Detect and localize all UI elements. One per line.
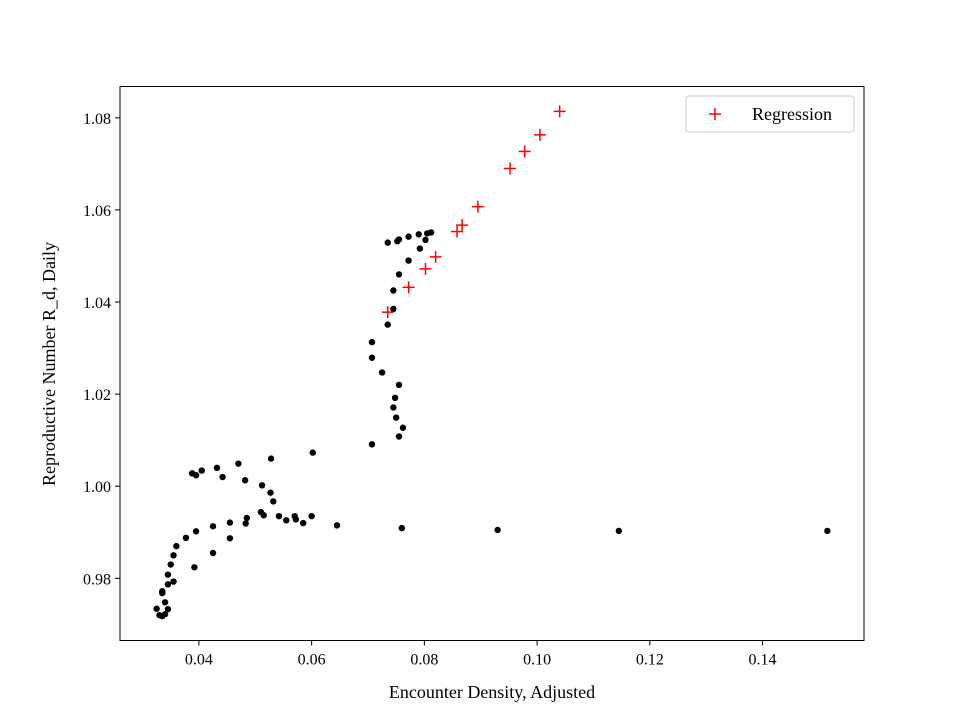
- data-point: [153, 605, 160, 612]
- data-point: [170, 552, 177, 559]
- data-point: [159, 588, 166, 595]
- data-point: [390, 287, 397, 294]
- x-tick-label: 0.14: [749, 652, 777, 669]
- data-point: [390, 305, 397, 313]
- axes-frame: [119, 86, 865, 641]
- data-point: [399, 424, 407, 431]
- data-point: [192, 528, 200, 535]
- x-axis-ticks: 0.04 0.06 0.08 0.10 0.12 0.14: [185, 640, 777, 669]
- data-point: [164, 571, 172, 578]
- data-point: [395, 433, 403, 440]
- legend: Regression: [685, 95, 855, 133]
- regression-point: [471, 200, 484, 213]
- regression-point: [456, 219, 469, 232]
- data-point: [243, 514, 251, 522]
- data-point: [378, 369, 386, 376]
- data-point: [275, 512, 283, 520]
- points-layer: [153, 105, 831, 620]
- regression-point: [518, 145, 531, 158]
- data-point: [258, 482, 266, 489]
- data-point: [267, 455, 275, 462]
- data-point: [173, 542, 180, 550]
- x-tick-label: 0.04: [185, 652, 213, 669]
- data-point: [213, 464, 221, 472]
- data-point: [209, 549, 217, 557]
- data-point: [167, 561, 174, 568]
- data-point: [395, 236, 403, 243]
- legend-marker-plus: [709, 108, 721, 120]
- data-point: [368, 354, 376, 361]
- data-point: [422, 236, 429, 244]
- data-point: [368, 338, 376, 346]
- data-point: [182, 534, 190, 542]
- x-tick-label: 0.06: [298, 652, 326, 669]
- data-point: [242, 520, 249, 527]
- data-point: [267, 489, 274, 496]
- data-point: [395, 271, 403, 278]
- legend-frame: [685, 95, 855, 133]
- y-axis-label: Reproductive Number R_d, Daily: [39, 242, 59, 486]
- data-point: [615, 527, 623, 535]
- data-point: [384, 321, 391, 328]
- data-point: [415, 231, 422, 238]
- data-point: [164, 581, 172, 588]
- data-point: [161, 611, 169, 618]
- data-point: [226, 535, 234, 542]
- x-tick-label: 0.08: [410, 652, 438, 669]
- regression-point: [504, 162, 517, 175]
- y-tick-label: 1.06: [83, 203, 111, 220]
- y-tick-label: 1.02: [83, 387, 111, 404]
- y-axis-ticks: 0.98 1.00 1.02 1.04 1.06 1.08: [83, 111, 120, 588]
- data-point: [405, 257, 412, 264]
- data-point: [384, 239, 391, 246]
- data-point: [391, 394, 399, 402]
- data-point: [235, 460, 242, 467]
- regression-point: [419, 262, 432, 275]
- x-tick-label: 0.10: [523, 652, 551, 669]
- data-point: [333, 522, 341, 529]
- plot-area: [119, 86, 865, 641]
- data-point: [283, 517, 290, 524]
- data-point: [494, 526, 501, 534]
- data-point: [398, 524, 406, 532]
- data-point: [219, 473, 226, 481]
- data-point: [270, 498, 277, 505]
- data-point: [209, 523, 217, 530]
- data-point: [309, 449, 316, 456]
- data-point: [226, 519, 234, 526]
- x-tick-label: 0.12: [636, 652, 664, 669]
- y-tick-label: 1.04: [83, 295, 111, 312]
- data-point: [164, 605, 172, 613]
- data-point: [390, 404, 397, 411]
- data-point: [292, 516, 300, 523]
- legend-label-regression: Regression: [752, 104, 832, 124]
- data-point: [198, 467, 205, 474]
- data-point: [188, 470, 196, 477]
- data-point: [191, 564, 198, 571]
- data-point: [395, 381, 403, 389]
- regression-point: [553, 105, 566, 118]
- x-axis-label: Encounter Density, Adjusted: [389, 682, 595, 702]
- data-point: [308, 512, 315, 520]
- y-tick-label: 0.98: [83, 571, 111, 588]
- regression-point: [451, 225, 464, 238]
- y-tick-label: 1.08: [83, 111, 111, 128]
- data-point: [416, 245, 424, 252]
- data-point: [241, 477, 249, 484]
- data-point: [824, 527, 831, 535]
- data-point: [170, 578, 177, 585]
- y-tick-label: 1.00: [83, 479, 111, 496]
- data-point: [427, 229, 435, 236]
- regression-point: [381, 306, 394, 319]
- data-point: [161, 599, 169, 606]
- regression-point: [533, 128, 546, 141]
- data-point: [405, 233, 412, 240]
- data-point: [299, 519, 307, 527]
- data-point: [260, 512, 267, 519]
- regression-point: [429, 250, 442, 263]
- regression-point: [402, 281, 415, 294]
- data-point: [392, 414, 400, 421]
- data-point: [368, 441, 376, 448]
